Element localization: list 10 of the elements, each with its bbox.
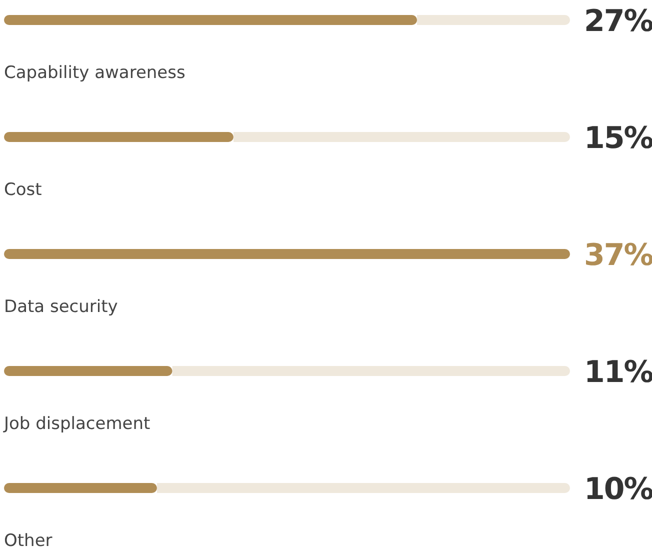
y-tick-label: Job displacement [3, 414, 151, 434]
data-label: 11% [584, 355, 652, 390]
y-tick-label: Capability awareness [4, 63, 186, 83]
data-label: 27% [584, 4, 652, 39]
data-label: 37% [584, 238, 652, 273]
y-tick-label: Data security [4, 297, 118, 317]
data-label: 10% [584, 472, 652, 507]
data-label: 15% [584, 121, 652, 156]
y-tick-label: Cost [4, 180, 42, 200]
y-tick-label: Other [4, 531, 52, 551]
